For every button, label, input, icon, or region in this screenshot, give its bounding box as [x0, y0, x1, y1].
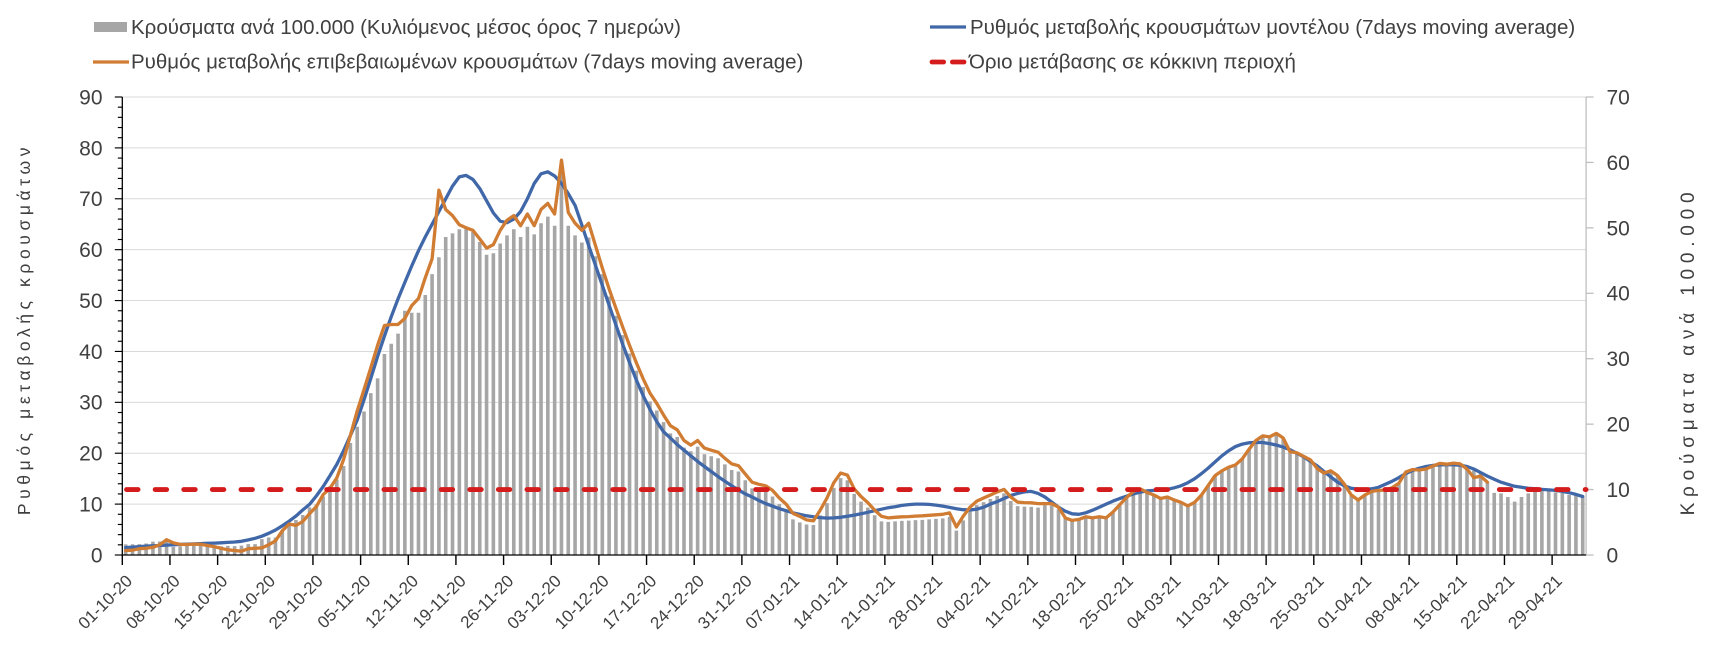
- svg-text:10: 10: [79, 494, 102, 517]
- svg-text:Όριο μετάβασης σε κόκκινη περι: Όριο μετάβασης σε κόκκινη περιοχή: [968, 51, 1296, 74]
- svg-text:50: 50: [79, 290, 102, 313]
- svg-text:20: 20: [79, 443, 102, 466]
- svg-text:Κρούσματα ανά 100.000 (Κυλιόμε: Κρούσματα ανά 100.000 (Κυλιόμενος μέσος …: [131, 16, 681, 39]
- svg-text:70: 70: [1607, 86, 1630, 109]
- svg-text:Ρυθμός μεταβολής κρουσμάτων μο: Ρυθμός μεταβολής κρουσμάτων μοντέλου (7d…: [970, 16, 1575, 39]
- svg-text:40: 40: [79, 341, 102, 364]
- svg-text:10: 10: [1607, 479, 1630, 502]
- svg-text:60: 60: [79, 239, 102, 262]
- svg-text:90: 90: [79, 86, 102, 109]
- svg-text:50: 50: [1607, 217, 1630, 240]
- svg-text:30: 30: [1607, 348, 1630, 371]
- svg-text:Ρυθμός μεταβολής επιβεβαιωμένω: Ρυθμός μεταβολής επιβεβαιωμένων κρουσμάτ…: [131, 51, 803, 74]
- svg-text:60: 60: [1607, 152, 1630, 175]
- svg-text:20: 20: [1607, 414, 1630, 437]
- svg-text:30: 30: [79, 392, 102, 415]
- svg-text:40: 40: [1607, 283, 1630, 306]
- svg-text:0: 0: [1607, 544, 1619, 567]
- svg-text:Κρούσματα ανά 100.000: Κρούσματα ανά 100.000: [1678, 187, 1699, 516]
- svg-text:Ρυθμός μεταβολής κρουσμάτων: Ρυθμός μεταβολής κρουσμάτων: [14, 143, 34, 515]
- svg-text:70: 70: [79, 188, 102, 211]
- svg-text:80: 80: [79, 137, 102, 160]
- svg-text:0: 0: [91, 544, 103, 567]
